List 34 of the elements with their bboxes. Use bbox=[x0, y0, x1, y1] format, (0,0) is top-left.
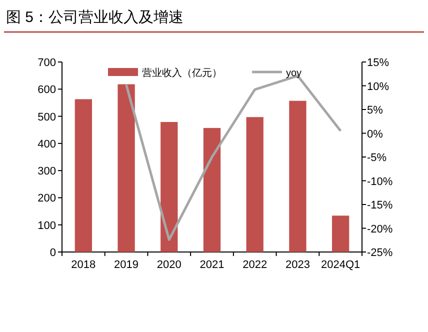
y2-tick-label: -5% bbox=[367, 152, 387, 164]
y2-tick-label: 5% bbox=[367, 104, 384, 116]
y-tick-label: 700 bbox=[38, 57, 56, 69]
y-tick-label: 200 bbox=[38, 192, 56, 205]
bar bbox=[332, 216, 350, 252]
bar bbox=[118, 84, 135, 252]
y2-tick-label: -10% bbox=[367, 176, 393, 188]
x-tick-label: 2021 bbox=[200, 259, 224, 271]
y-tick-label: 100 bbox=[38, 220, 56, 232]
y-tick-label: 600 bbox=[38, 84, 56, 96]
y2-tick-label: -15% bbox=[367, 200, 393, 212]
x-tick-label: 2018 bbox=[71, 259, 96, 271]
y2-tick-label: 10% bbox=[367, 80, 390, 93]
x-tick-label: 2020 bbox=[156, 259, 182, 271]
y-tick-label: 0 bbox=[50, 247, 56, 259]
y2-tick-label: -20% bbox=[367, 223, 393, 236]
y-tick-label: 500 bbox=[38, 111, 56, 124]
y2-tick-label: 0% bbox=[367, 128, 384, 140]
bar bbox=[160, 122, 178, 252]
y-tick-label: 400 bbox=[38, 138, 56, 150]
x-tick-label: 2019 bbox=[114, 259, 139, 271]
bar bbox=[74, 99, 92, 252]
y2-tick-label: -25% bbox=[367, 247, 393, 259]
bar bbox=[203, 128, 221, 252]
x-tick-label: 2023 bbox=[285, 259, 310, 271]
bar bbox=[246, 117, 264, 252]
legend-label: yoy bbox=[286, 68, 302, 79]
legend-label: 营业收入（亿元） bbox=[142, 67, 222, 79]
chart-title: 图 5：公司营业收入及增速 bbox=[6, 9, 184, 26]
x-tick-label: 2024Q1 bbox=[320, 259, 360, 271]
y2-tick-label: 15% bbox=[367, 57, 390, 69]
bar bbox=[289, 100, 306, 252]
y-tick-label: 300 bbox=[38, 166, 56, 178]
x-tick-label: 2022 bbox=[242, 259, 268, 271]
